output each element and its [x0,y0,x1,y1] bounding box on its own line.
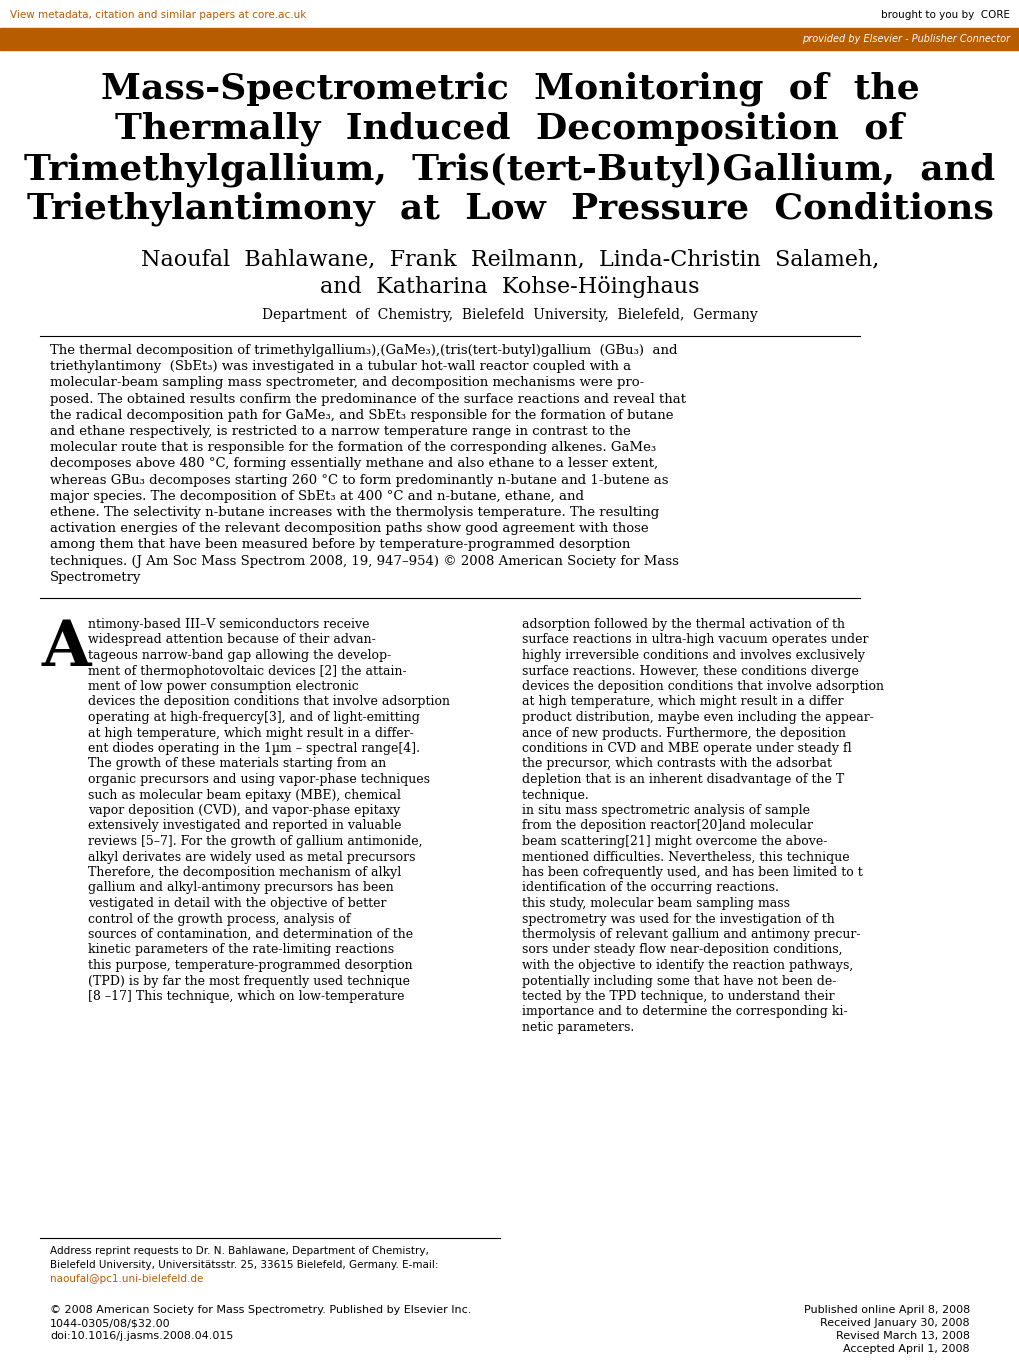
Text: brought to you by  CORE: brought to you by CORE [880,10,1009,20]
Text: organic precursors and using vapor-phase techni​ques: organic precursors and using vapor-phase… [88,773,430,786]
Text: alkyl derivates are widely used as metal precursors: alkyl derivates are widely used as metal… [88,850,415,864]
Text: has been co​frequently used, and has been limited to t: has been co​frequently used, and has bee… [522,865,862,879]
Text: in situ mass spectrometric analysis of sample: in situ mass spectrometric analysis of s… [522,804,809,818]
Text: sors under steady flow near-deposition conditions,: sors under steady flow near-deposition c… [522,943,842,957]
Text: 1044-0305/08/$32.00: 1044-0305/08/$32.00 [50,1319,170,1328]
Text: Naoufal  Bahlawane,  Frank  Reilmann,  Linda-Christin  Salameh,: Naoufal Bahlawane, Frank Reilmann, Linda… [141,248,878,270]
Text: View metadata, citation and similar papers at core.ac.uk: View metadata, citation and similar pape… [10,10,306,20]
Text: and ethane respectively, is restricted to a narrow temperature range in contrast: and ethane respectively, is restricted t… [50,425,630,438]
Text: tected by the TPD technique, to understand their: tected by the TPD technique, to understa… [522,990,834,1003]
Text: operating at high-frequer​cy[3], and of light-emitting: operating at high-frequer​cy[3], and of … [88,711,420,723]
Text: kinetic parameters of the rate-limiting reactions: kinetic parameters of the rate-limiting … [88,943,393,957]
Text: this study, molecular beam sampling mass: this study, molecular beam sampling mass [522,897,790,910]
Text: such as molecular beam epitaxy (MBE), chemi​cal: such as molecular beam epitaxy (MBE), ch… [88,789,400,801]
Text: Address reprint requests to Dr. N. Bahlawane, Department of Chemistry,: Address reprint requests to Dr. N. Bahla… [50,1246,428,1256]
Text: Published online April 8, 2008: Published online April 8, 2008 [803,1305,969,1314]
Text: the precursor, which contrasts with the adsorbat: the precursor, which contrasts with the … [522,758,832,770]
Text: [8 –17] This technique, wh​ich on low-temperature: [8 –17] This technique, wh​ich on low-te… [88,990,405,1003]
Text: activation energies of the relevant decomposition paths show good agreement with: activation energies of the relevant deco… [50,523,648,535]
Text: Triethylantimony  at  Low  Pressure  Conditions: Triethylantimony at Low Pressure Conditi… [26,192,993,227]
Text: the radical decomposition path for GaMe₃, and SbEt₃ responsible for the formatio: the radical decomposition path for GaMe₃… [50,408,673,422]
Text: gallium and alkyl-antimony precursors has been: gallium and alkyl-antimony precursors ha… [88,882,393,894]
Text: Department  of  Chemistry,  Bielefeld  University,  Bielefeld,  Germany: Department of Chemistry, Bielefeld Unive… [262,308,757,322]
Text: netic parameters.: netic parameters. [522,1021,634,1035]
Text: The growth of these materials starting from an: The growth of these materials starting f… [88,758,386,770]
Text: importance and to determine the corresponding ki-: importance and to determine the correspo… [522,1006,847,1018]
Text: Thermally  Induced  Decomposition  of: Thermally Induced Decomposition of [115,112,904,146]
Text: depletion that is an inherent disadvantage of the T: depletion that is an inherent disadvanta… [522,773,844,786]
Text: naoufal@pc1.uni-bielefeld.de: naoufal@pc1.uni-bielefeld.de [50,1274,203,1284]
Text: Trimethylgallium,  Tris(⁠tert-Butyl)Gallium,  and: Trimethylgallium, Tris(⁠tert-Butyl)Galli… [24,152,995,187]
Text: mentioned difficulties. Nevertheless, this technique: mentioned difficulties. Nevertheless, th… [522,850,849,864]
Text: thermolysis of relevant gallium and antimony precur-: thermolysis of relevant gallium and anti… [522,928,860,940]
Text: molecular route that is responsible for the formation of the corresponding alken: molecular route that is responsible for … [50,441,655,455]
Text: major species. The decomposition of SbEt₃ at 400 °C and n-butane, ethane, and: major species. The decomposition of SbEt… [50,490,584,502]
Text: this purpose, temperature-programmed desorption: this purpose, temperature-programmed des… [88,960,413,972]
Text: at high temperature, which might result in a differ-: at high temperature, which might result … [88,726,414,740]
Text: ntimony-based III–V semiconductors receive: ntimony-based III–V semiconductors recei… [88,618,369,631]
Text: extensively investigated and reported in valu​able: extensively investigated and reported in… [88,819,401,833]
Text: surface reactions. However, these conditions diverge: surface reactions. However, these condit… [522,665,858,677]
Text: vestigated in detail with the objective of better: vestigated in detail with the objective … [88,897,386,910]
Text: conditions in CVD and MBE operate under steady fl: conditions in CVD and MBE operate under … [522,743,851,755]
Text: and  Katharina  Kohse-Höinghaus: and Katharina Kohse-Höinghaus [320,276,699,298]
Text: posed. The obtained results confirm the predominance of the surface reactions an: posed. The obtained results confirm the … [50,393,686,405]
Text: © 2008 American Society for Mass Spectrometry. Published by Elsevier Inc.: © 2008 American Society for Mass Spectro… [50,1305,471,1314]
Text: product distribution, maybe even including the appear-: product distribution, maybe even includi… [522,711,873,723]
Text: A: A [42,618,92,678]
Text: hi​ghly irreversible conditions and involves exclusively: hi​ghly irreversible conditions and invo… [522,648,864,662]
Text: The thermal decomposition of trimethylgallium₃),(GaMe₃),(tris(tert-butyl)gallium: The thermal decomposition of trimethylga… [50,344,677,358]
Text: at high temperature, which might result in a differ: at high temperature, which might result … [522,696,843,708]
Text: ance of new produ​cts. Furthermore, the deposition: ance of new produ​cts. Furthermore, the … [522,726,845,740]
Text: ment of thermophotovoltaic de​vices [2] the attain-: ment of thermophotovoltaic de​vices [2] … [88,665,407,677]
Text: (TPD) is by far the most frequently used techni​que: (TPD) is by far the most frequently used… [88,975,410,987]
Text: vapor deposition (CVD), and vapor-phase epitaxy: vapor deposition (CVD), and vapor-phase … [88,804,399,818]
Text: techni​que.: techni​que. [522,789,588,801]
Text: Received January 30, 2008: Received January 30, 2008 [819,1319,969,1328]
Text: adsorption followed by the thermal activation of th: adsorption followed by the thermal activ… [522,618,844,631]
Text: sources of contamination, and determination of the: sources of contamination, and determinat… [88,928,413,940]
Text: techniques. (J Am Soc Mass Spectrom 2008, 19, 947–954) © 2008 American Society f: techniques. (J Am Soc Mass Spectrom 2008… [50,554,679,568]
Text: whereas GBu₃ decomposes starting 260 °C to form predominantly n-butane and 1-but: whereas GBu₃ decomposes starting 260 °C … [50,474,667,486]
Text: ment of low power consumption electronic: ment of low power consumption electronic [88,680,359,693]
Text: surface reactions in ultra-high vacuum operates under: surface reactions in ultra-high vacuum o… [522,633,867,647]
Text: spectrometry was used for the investigation of th: spectrometry was used for the investigat… [522,912,834,925]
Text: de​vices the deposition conditions that involve adsorption: de​vices the deposition conditions that … [88,696,449,708]
Text: among them that have been measured before by temperature-programmed desorption: among them that have been measured befor… [50,538,630,551]
Text: potentially including some that have not been de-: potentially including some that have not… [522,975,836,987]
Text: tageous narrow-band gap allowing the develop-: tageous narrow-band gap allowing the dev… [88,648,391,662]
Text: molecular-beam sampling mass spectrometer, and decomposition mechanisms were pro: molecular-beam sampling mass spectromete… [50,377,644,389]
Text: widespread attention because of their advan-: widespread attention because of their ad… [88,633,375,647]
Text: ethene. The selectivity n-butane increases with the thermolysis temperature. The: ethene. The selectivity n-butane increas… [50,506,658,519]
Text: Accepted April 1, 2008: Accepted April 1, 2008 [843,1345,969,1354]
Text: beam scattering[21] might overcome the above-: beam scattering[21] might overcome the a… [522,835,826,848]
Text: Therefore, the decomposition mechanism of alkyl: Therefore, the decomposition mechanism o… [88,865,400,879]
Bar [0,29,1019,51]
Text: from the deposition re​actor[20]and molecular: from the deposition re​actor[20]and mole… [522,819,812,833]
Text: Mass-Spectrometric  Monitoring  of  the: Mass-Spectrometric Monitoring of the [101,72,918,106]
Text: Spectrometry: Spectrometry [50,571,142,584]
Text: control of the growth process, analysis of: control of the growth process, analysis … [88,912,351,925]
Text: Bielefeld University, Universitätsstr. 25, 33615 Bielefeld, Germany. E-mail:: Bielefeld University, Universitätsstr. 2… [50,1260,438,1269]
Text: ent diodes operating in the 1µm – spe​ctral ran​ge[4].: ent diodes operating in the 1µm – spe​ct… [88,743,420,755]
Text: decomposes above 480 °C, forming essentially methane and also ethane to a lesser: decomposes above 480 °C, forming essenti… [50,457,657,471]
Text: with the objective to identify the reaction pathways,: with the objective to identify the react… [522,960,853,972]
Text: triethylantimony  (SbEt₃) was investigated in a tubular hot-wall reactor coupled: triethylantimony (SbEt₃) was investigate… [50,360,631,373]
Text: doi:10.1016/j.jasms.2008.04.015: doi:10.1016/j.jasms.2008.04.015 [50,1331,233,1340]
Text: reviews [5–7]. For the growth of gallium antimonide,: reviews [5–7]. For the growth of gallium… [88,835,422,848]
Text: provided by Elsevier - Publisher Connector: provided by Elsevier - Publisher Connect… [801,34,1009,44]
Text: ide​ntification of the occurring reactions.: ide​ntification of the occurring reactio… [522,882,779,894]
Text: de​vices the deposition conditions that involve adsorption: de​vices the deposition conditions that … [522,680,883,693]
Text: Revised March 13, 2008: Revised March 13, 2008 [836,1331,969,1340]
